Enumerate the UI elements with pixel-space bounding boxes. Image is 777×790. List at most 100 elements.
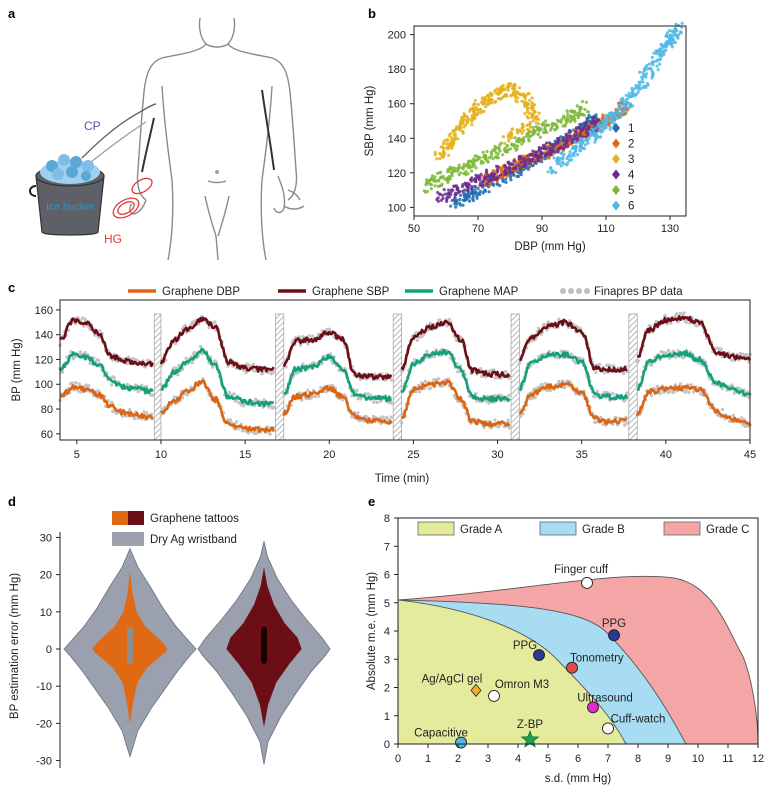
b-point: [537, 111, 541, 115]
e-ytick-label: 6: [384, 570, 390, 582]
e-point-2: [533, 649, 545, 661]
b-point: [452, 198, 456, 202]
b-point: [520, 142, 524, 146]
b-point: [587, 113, 591, 118]
b-point: [621, 103, 626, 107]
hg-label: HG: [104, 232, 122, 246]
b-legend-label-6: 6: [628, 201, 634, 213]
b-point: [554, 159, 559, 163]
b-point: [452, 184, 456, 188]
c-finapres-point: [180, 396, 185, 400]
b-point: [608, 125, 612, 129]
panel-label-d: d: [8, 494, 16, 509]
b-point: [568, 153, 572, 157]
b-point: [651, 60, 655, 64]
c-finapres-point: [484, 399, 489, 403]
b-point: [506, 134, 510, 138]
b-point: [581, 135, 585, 139]
c-xtick-label: 30: [491, 449, 503, 461]
c-finapres-point: [557, 317, 561, 321]
b-point: [503, 164, 507, 168]
c-finapres-point: [69, 350, 73, 354]
b-point: [456, 186, 460, 191]
c-finapres-point: [73, 381, 78, 385]
b-point: [514, 90, 518, 94]
b-point: [603, 118, 607, 122]
b-point: [626, 101, 630, 106]
b-point: [473, 188, 477, 192]
b-legend-label-4: 4: [628, 170, 635, 182]
b-point: [573, 140, 577, 144]
b-point: [494, 100, 498, 104]
b-point: [473, 98, 477, 102]
b-point: [546, 151, 551, 155]
c-legend-dots: [560, 288, 566, 294]
b-point: [507, 85, 511, 89]
b-point: [517, 86, 522, 90]
c-finapres-point: [559, 349, 563, 353]
c-xtick-label: 25: [407, 449, 419, 461]
b-point: [503, 146, 507, 150]
b-point: [680, 21, 684, 25]
b-point: [463, 198, 467, 202]
b-point: [565, 115, 570, 119]
c-finapres-point: [731, 413, 735, 418]
b-point: [547, 156, 551, 160]
b-ytick-label: 200: [388, 30, 406, 42]
c-finapres-point: [557, 379, 561, 384]
b-point: [584, 137, 588, 142]
c-line-sbp: [282, 330, 393, 381]
b-point: [553, 143, 557, 147]
b-point: [469, 160, 473, 164]
b-point: [673, 27, 677, 31]
e-legend-swatch-0: [417, 521, 455, 536]
b-point: [524, 134, 528, 138]
d-legend-swatch-tattoo-red: [128, 511, 144, 525]
panel-c-timeseries: Graphene DBP Graphene SBP Graphene MAP Fina…: [11, 286, 756, 485]
b-point: [573, 119, 577, 123]
c-line-sbp: [519, 318, 628, 373]
e-point-label-7: Cuff-watch: [611, 713, 666, 725]
c-ytick-label: 140: [35, 330, 53, 342]
b-point: [583, 107, 587, 112]
b-point: [496, 156, 500, 160]
b-point: [433, 178, 437, 182]
b-point: [531, 149, 535, 153]
b-point: [508, 147, 513, 151]
b-point: [433, 184, 437, 188]
e-point-7: [602, 722, 614, 735]
c-ytick-label: 60: [41, 429, 53, 441]
b-point: [586, 127, 591, 131]
b-point: [538, 154, 543, 158]
b-point: [555, 118, 560, 122]
b-point: [486, 173, 490, 177]
cp-label: CP: [84, 119, 101, 133]
b-point: [557, 161, 562, 166]
b-point: [454, 192, 458, 196]
c-finapres-point: [625, 391, 629, 395]
c-finapres-point: [720, 407, 725, 412]
b-point: [461, 130, 465, 134]
b-point: [594, 132, 598, 136]
b-point: [532, 153, 536, 157]
c-finapres-point: [540, 382, 544, 387]
c-finapres-point: [316, 332, 321, 337]
c-finapres-point: [437, 377, 441, 381]
b-point: [477, 155, 481, 159]
c-finapres-point: [605, 363, 609, 367]
b-point: [470, 187, 474, 191]
b-xtick-label: 50: [408, 223, 420, 235]
b-data-layer: [422, 21, 684, 209]
b-point: [438, 151, 442, 156]
b-point: [650, 55, 654, 60]
b-point: [475, 192, 479, 196]
b-point: [520, 131, 524, 135]
b-point: [577, 140, 581, 144]
b-point: [507, 165, 511, 169]
b-point: [559, 145, 563, 149]
b-point: [466, 188, 470, 192]
b-point: [622, 109, 626, 114]
b-point: [513, 143, 517, 147]
b-point: [580, 99, 585, 104]
